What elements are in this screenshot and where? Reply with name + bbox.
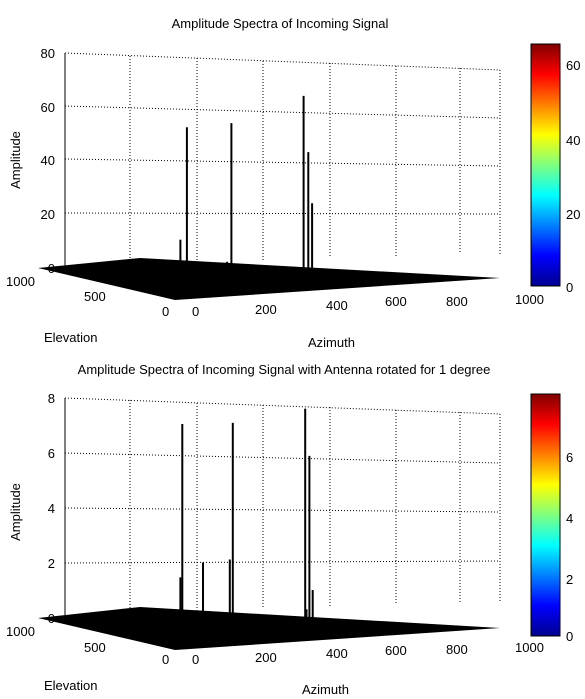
- top-elev-tick: 0: [162, 304, 169, 319]
- top-cbar-tick: 0: [566, 280, 573, 295]
- bottom-cbar-tick: 4: [566, 511, 573, 526]
- bottom-peaks: [179, 408, 314, 649]
- bottom-z-tick: 8: [48, 391, 55, 406]
- top-azi-tick: 200: [255, 302, 277, 317]
- bottom-elev-tick: 1000: [6, 624, 35, 639]
- bottom-cbar-tick: 6: [566, 450, 573, 465]
- bottom-cbar-tick: 0: [566, 629, 573, 644]
- bottom-elev-tick: 0: [162, 652, 169, 667]
- bottom-z-tick: 4: [48, 501, 55, 516]
- bottom-azi-tick: 800: [446, 642, 468, 657]
- top-elevation-label: Elevation: [44, 330, 97, 345]
- top-azi-tick: 1000: [515, 292, 544, 307]
- top-azi-tick: 800: [446, 294, 468, 309]
- bottom-elevation-ticks: 1000 500 0: [6, 624, 169, 667]
- top-azi-tick: 400: [326, 298, 348, 313]
- top-colorbar: [530, 43, 561, 287]
- top-azi-tick: 600: [385, 294, 407, 309]
- top-cbar-tick: 60: [566, 58, 580, 73]
- top-grid: [64, 52, 501, 270]
- bottom-colorbar: [530, 393, 561, 637]
- bottom-azi-tick: 600: [385, 643, 407, 658]
- bottom-elevation-label: Elevation: [44, 678, 97, 693]
- top-azi-tick: 0: [192, 304, 199, 319]
- bottom-azimuth-label: Azimuth: [302, 682, 349, 697]
- top-azimuth-ticks: 0 200 400 600 800 1000: [192, 292, 544, 319]
- bottom-surface-plot: Amplitude Spectra of Incoming Signal wit…: [6, 362, 573, 697]
- top-z-tick: 20: [41, 207, 55, 222]
- bottom-grid: [64, 397, 501, 617]
- top-z-axis-label: Amplitude: [8, 131, 23, 189]
- top-peaks: [179, 95, 314, 299]
- bottom-colorbar-ticks: 0 2 4 6: [566, 450, 573, 644]
- bottom-azi-tick: 400: [326, 646, 348, 661]
- top-elev-tick: 500: [84, 289, 106, 304]
- top-elev-tick: 1000: [6, 274, 35, 289]
- bottom-azi-tick: 0: [192, 652, 199, 667]
- bottom-plot-title: Amplitude Spectra of Incoming Signal wit…: [78, 362, 491, 377]
- bottom-z-axis-label: Amplitude: [8, 483, 23, 541]
- bottom-azimuth-ticks: 0 200 400 600 800 1000: [192, 640, 544, 667]
- bottom-azi-tick: 1000: [515, 640, 544, 655]
- top-cbar-tick: 40: [566, 133, 580, 148]
- bottom-z-tick: 6: [48, 446, 55, 461]
- top-z-tick: 60: [41, 100, 55, 115]
- top-z-tick: 80: [41, 46, 55, 61]
- top-azimuth-label: Azimuth: [308, 335, 355, 350]
- top-elevation-ticks: 1000 500 0: [6, 274, 169, 319]
- bottom-z-ticks: 0 2 4 6 8: [48, 391, 55, 626]
- top-plot-title: Amplitude Spectra of Incoming Signal: [172, 16, 389, 31]
- top-cbar-tick: 20: [566, 207, 580, 222]
- top-z-tick: 40: [41, 153, 55, 168]
- bottom-elev-tick: 500: [84, 640, 106, 655]
- bottom-azi-tick: 200: [255, 650, 277, 665]
- top-colorbar-ticks: 0 20 40 60: [566, 58, 580, 295]
- top-surface-plot: Amplitude Spectra of Incoming Signal Amp…: [6, 16, 580, 350]
- top-z-ticks: 0 20 40 60 80: [41, 46, 55, 276]
- top-surface-floor: [38, 258, 500, 300]
- bottom-z-tick: 2: [48, 556, 55, 571]
- bottom-surface-floor: [38, 607, 500, 650]
- bottom-cbar-tick: 2: [566, 572, 573, 587]
